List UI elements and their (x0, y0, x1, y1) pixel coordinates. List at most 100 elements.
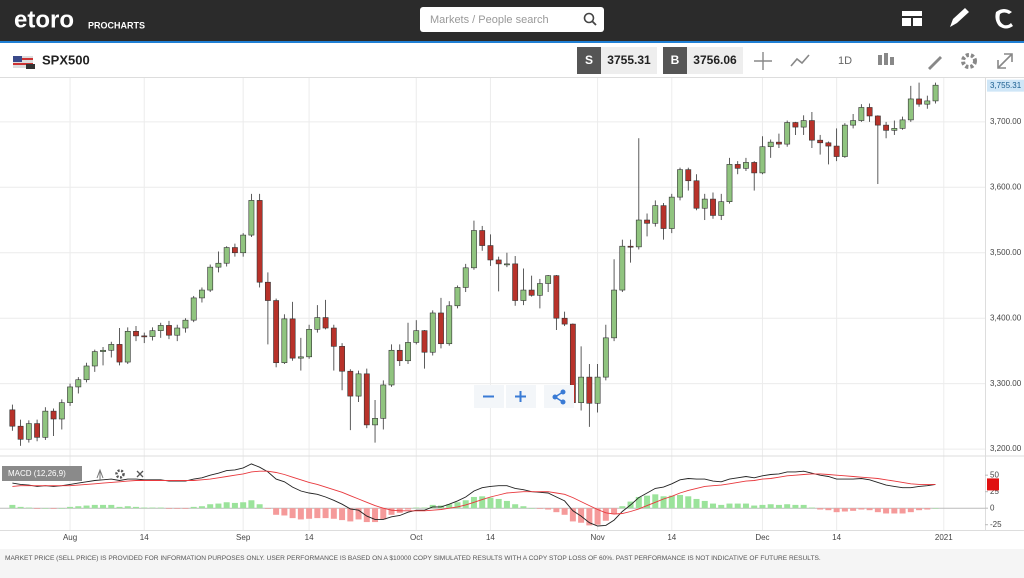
candle-body (644, 219, 650, 224)
histogram-bar (273, 508, 280, 515)
y-tick-label: 3,600.00 (990, 182, 1022, 191)
buy-price-box[interactable] (687, 47, 743, 74)
histogram-bar (784, 504, 791, 509)
indicators-button[interactable] (878, 53, 894, 65)
settings-button[interactable] (961, 53, 977, 69)
histogram-bar (306, 508, 313, 519)
y-tick-label: 0 (990, 503, 995, 512)
candle-body (602, 337, 609, 378)
histogram-bar (718, 504, 725, 509)
candle-body (693, 180, 700, 209)
search-box[interactable] (420, 7, 604, 32)
histogram-bar (594, 508, 601, 525)
histogram-bar (231, 502, 238, 509)
candle-body (594, 376, 601, 404)
histogram-bar (751, 505, 758, 509)
histogram-bar (256, 504, 263, 509)
sell-price-box[interactable] (601, 47, 657, 74)
candle-body (207, 266, 214, 291)
draw-button[interactable] (928, 56, 942, 70)
candle-body (363, 373, 370, 426)
histogram-bar (240, 502, 247, 509)
histogram-bar (165, 508, 172, 509)
histogram-bar (363, 508, 370, 523)
candle-body (429, 312, 436, 353)
candle-body (809, 120, 815, 141)
profile-icon[interactable] (995, 9, 1013, 29)
histogram-bar (182, 508, 189, 509)
candle-body (553, 275, 560, 319)
histogram-bar (611, 508, 618, 515)
candle-body (734, 164, 741, 169)
candle-body (264, 281, 271, 301)
interval[interactable]: 1D (838, 55, 852, 67)
candle-body (108, 344, 115, 351)
chart-type-button[interactable] (790, 54, 810, 67)
histogram-bar (545, 508, 552, 510)
candle-body (289, 318, 296, 359)
candle-body (635, 219, 642, 248)
logo: etoro (14, 6, 74, 33)
histogram-bar (899, 508, 906, 514)
chart-area: Aug 14 Sep 14 Oct 14 Nov 14 Dec 14 2021 3,200.00 3,3… (0, 78, 1024, 542)
histogram-bar (602, 508, 609, 521)
histogram-bar (100, 504, 107, 509)
candle-body (677, 169, 683, 198)
buy-button[interactable] (663, 47, 687, 74)
share-button[interactable] (544, 385, 574, 408)
indicator-move-icon (96, 468, 104, 480)
histogram-bar (198, 506, 205, 509)
sell-button[interactable] (577, 47, 601, 74)
histogram-bar (133, 506, 140, 509)
y-tick-label: 3,400.00 (990, 313, 1022, 322)
x-tick-label: 2021 (935, 533, 953, 542)
histogram-bar (685, 496, 692, 509)
search-icon[interactable] (583, 12, 595, 24)
candle-body (232, 247, 238, 254)
histogram-bar (503, 500, 510, 509)
edit-icon[interactable] (950, 8, 969, 27)
candle-body (330, 327, 337, 347)
histogram-bar (775, 504, 782, 509)
histogram-bar (413, 507, 420, 509)
histogram-bar (734, 503, 741, 509)
candle-body (561, 317, 568, 325)
histogram-bar (339, 508, 346, 521)
candle-body (248, 200, 255, 236)
candle-body (100, 349, 106, 352)
histogram-bar (578, 508, 585, 523)
histogram-bar (619, 506, 626, 509)
histogram-bar (388, 508, 395, 515)
histogram-bar (833, 508, 840, 513)
buy-label: B (671, 53, 680, 67)
histogram-bar (91, 504, 98, 509)
candle-body (438, 312, 444, 345)
crosshair-button[interactable] (754, 52, 772, 70)
x-tick-label: 14 (832, 533, 841, 542)
candle-body (866, 107, 873, 117)
histogram-bar (569, 508, 576, 522)
histogram-bar (405, 508, 412, 510)
histogram-bar (932, 508, 939, 509)
candle-body (899, 119, 906, 129)
toolbar (0, 43, 1024, 78)
histogram-bar (677, 494, 684, 509)
candle-body (479, 230, 486, 246)
zoom-controls (474, 385, 574, 408)
histogram-bar (874, 508, 881, 513)
histogram-bar (157, 507, 164, 509)
candle-body (446, 305, 453, 345)
x-tick-label: Sep (236, 533, 251, 542)
layout-icon[interactable] (902, 11, 922, 26)
histogram-bar (190, 506, 197, 509)
histogram-bar (858, 508, 865, 510)
candle-body (58, 402, 65, 420)
candle-body (405, 342, 411, 362)
histogram-bar (553, 508, 560, 513)
fullscreen-button[interactable] (997, 53, 1013, 69)
candle-body (833, 145, 840, 157)
histogram-bar (281, 508, 288, 516)
candle-body (800, 120, 807, 128)
y-tick-label: 3,700.00 (990, 117, 1022, 126)
candle-body (784, 122, 791, 145)
